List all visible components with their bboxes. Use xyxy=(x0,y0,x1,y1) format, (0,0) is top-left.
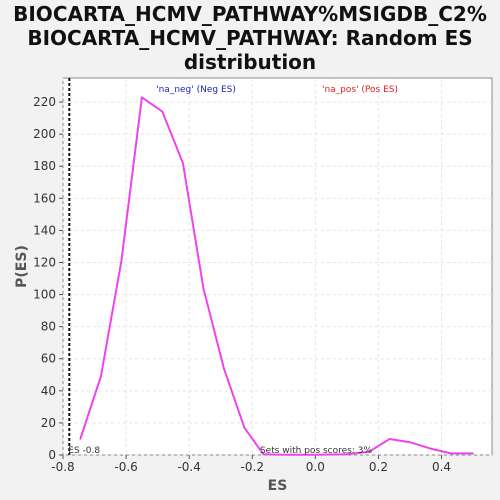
es-marker-label: ES -0.8 xyxy=(68,446,100,456)
plot-area xyxy=(62,77,493,456)
y-tick-label: 100 xyxy=(33,288,56,302)
data-point xyxy=(346,453,348,455)
data-point xyxy=(120,260,123,262)
x-tick-label: 0.0 xyxy=(306,460,325,474)
y-tick-label: 160 xyxy=(33,191,56,205)
x-tick-label: 0.4 xyxy=(432,460,451,474)
x-tick-label: -0.8 xyxy=(51,460,74,474)
pos-scores-note: Sets with pos scores: 3% xyxy=(260,446,373,456)
x-tick-label: -0.2 xyxy=(241,460,264,474)
data-point xyxy=(388,438,391,440)
y-tick-label: 120 xyxy=(33,255,56,269)
data-point xyxy=(243,426,246,429)
title-line-2: BIOCARTA_HCMV_PATHWAY: Random ES xyxy=(27,26,473,50)
data-point xyxy=(161,110,164,113)
data-point xyxy=(429,447,432,450)
series-group xyxy=(79,96,474,456)
y-tick-label: 60 xyxy=(41,352,56,366)
data-point xyxy=(450,452,452,455)
pos-es-label: 'na_pos' (Pos ES) xyxy=(322,85,398,95)
y-tick-label: 200 xyxy=(33,127,56,141)
data-point xyxy=(472,452,474,455)
data-point xyxy=(314,454,317,456)
title-line-1: BIOCARTA_HCMV_PATHWAY%MSIGDB_C2% xyxy=(13,2,487,26)
x-tick-label: 0.2 xyxy=(369,460,388,474)
y-tick-label: 40 xyxy=(41,384,56,398)
neg-es-label: 'na_neg' (Neg ES) xyxy=(156,85,236,95)
y-tick-label: 220 xyxy=(33,95,56,109)
data-point xyxy=(202,287,205,289)
data-point xyxy=(283,453,285,456)
x-tick-label: -0.4 xyxy=(177,460,200,474)
x-tick-label: -0.6 xyxy=(114,460,137,474)
axis-ticks: -0.8 -0.6 -0.4 -0.2 0.0 0.2 0.4 0 20 40 60 80 100 120… xyxy=(33,95,451,474)
y-tick-label: 80 xyxy=(41,320,56,334)
data-point xyxy=(262,453,265,455)
y-axis-title: P(ES) xyxy=(14,245,30,288)
data-point xyxy=(409,441,411,443)
chart-title: BIOCARTA_HCMV_PATHWAY%MSIGDB_C2% BIOCART… xyxy=(0,2,500,74)
y-tick-label: 140 xyxy=(33,223,56,237)
y-tick-label: 20 xyxy=(41,416,56,430)
data-point xyxy=(182,162,184,164)
data-point xyxy=(223,367,225,370)
data-point xyxy=(141,96,143,99)
x-axis-title: ES xyxy=(268,478,288,494)
y-tick-label: 0 xyxy=(48,448,56,462)
y-tick-label: 180 xyxy=(33,159,56,173)
data-point xyxy=(368,450,370,453)
grid xyxy=(62,78,492,456)
data-point xyxy=(100,375,102,378)
title-line-3: distribution xyxy=(183,50,317,74)
data-point xyxy=(79,438,82,440)
